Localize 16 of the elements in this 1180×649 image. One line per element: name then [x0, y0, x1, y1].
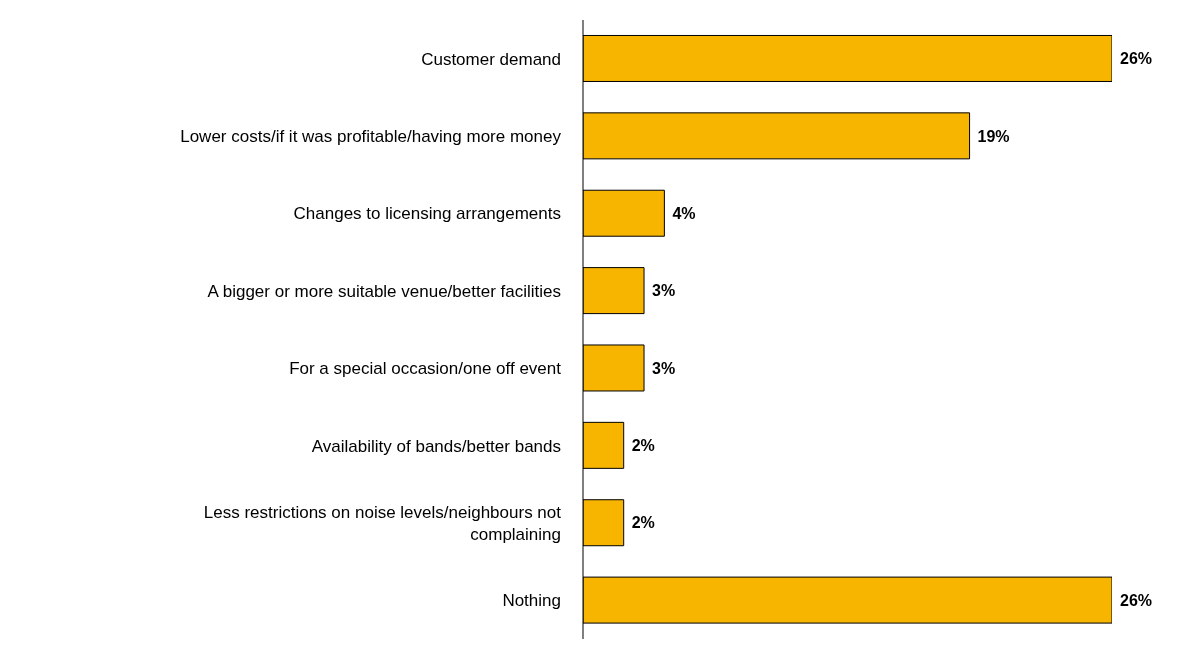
y-tick-label: Less restrictions on noise levels/neighbours not complaining	[203, 502, 562, 544]
data-label: 3%	[652, 359, 676, 377]
y-tick-label: Availability of bands/better bands	[311, 436, 561, 456]
data-label: 4%	[672, 204, 696, 222]
data-label: 2%	[631, 437, 655, 455]
y-tick-label: Nothing	[502, 590, 561, 610]
y-tick-label: Lower costs/if it was profitable/having more money	[180, 126, 562, 146]
data-label: 3%	[652, 282, 676, 300]
y-tick-label: For a special occasion/one off event	[289, 358, 562, 378]
data-label: 26%	[1120, 591, 1153, 609]
y-tick-label: Changes to licensing arrangements	[293, 203, 561, 223]
data-label: 26%	[1120, 50, 1153, 68]
y-tick-label: A bigger or more suitable venue/better facilities	[207, 281, 561, 301]
data-label: 19%	[977, 127, 1010, 145]
data-label: 2%	[631, 514, 655, 532]
y-tick-label: Customer demand	[421, 49, 561, 69]
